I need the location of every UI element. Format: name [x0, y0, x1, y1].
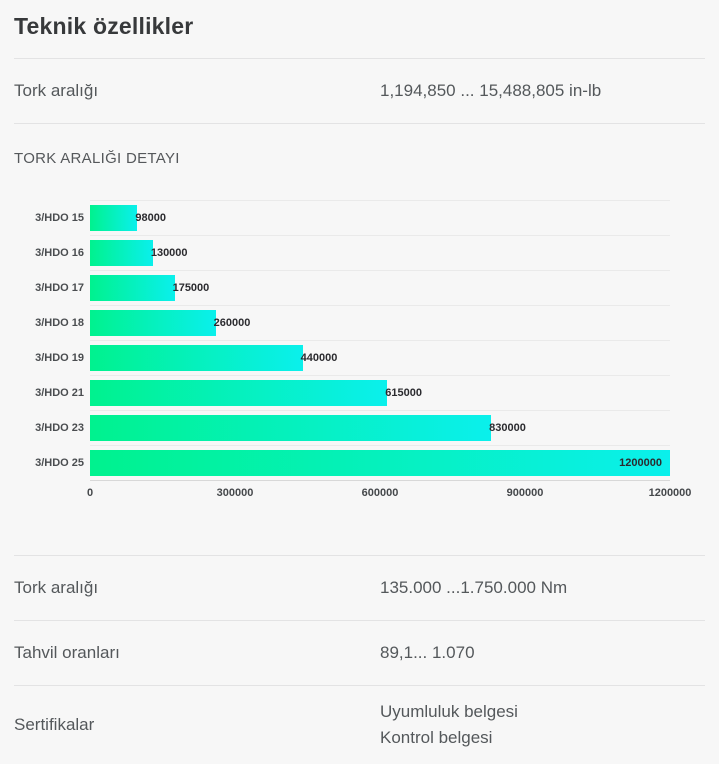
spec-row-torque-nm: Tork aralığı 135.000 ...1.750.000 Nm: [0, 556, 719, 620]
spec-row-ratios: Tahvil oranları 89,1... 1.070: [0, 621, 719, 685]
spec-value-line: Uyumluluk belgesi: [380, 702, 518, 721]
category-label: 3/HDO 18: [35, 317, 84, 329]
spec-label: Tork aralığı: [14, 578, 99, 597]
spec-label: Tahvil oranları: [14, 643, 120, 662]
x-axis-tick-label: 900000: [506, 487, 544, 499]
bar-value-label: 830000: [489, 422, 526, 434]
spec-value-line: Kontrol belgesi: [380, 728, 493, 747]
section-title: TORK ARALIĞI DETAYI: [14, 150, 180, 167]
category-label: 3/HDO 23: [35, 422, 84, 434]
chart-plot: 3/HDO 15 98000 3/HDO 16 130000 3/HDO 17 17500…: [35, 200, 670, 481]
category-label: 3/HDO 21: [35, 387, 84, 399]
chart-row: 3/HDO 21 615000: [35, 375, 670, 410]
category-label: 3/HDO 15: [35, 212, 84, 224]
divider: [14, 123, 705, 124]
chart-row: 3/HDO 25 1200000: [35, 445, 670, 480]
x-axis-tick-label: 300000: [216, 487, 254, 499]
bar-value-label: 130000: [150, 247, 188, 259]
page-title: Teknik özellikler: [14, 13, 194, 39]
category-label: 3/HDO 25: [35, 457, 84, 469]
spec-value-multiline: Uyumluluk belgesi Kontrol belgesi: [380, 699, 518, 751]
spec-label: Sertifikalar: [14, 715, 95, 734]
bar-value-label: 260000: [213, 317, 251, 329]
x-axis-tick-label: 0: [86, 487, 94, 499]
divider: [14, 685, 705, 686]
chart-row: 3/HDO 23 830000: [35, 410, 670, 445]
chart-row: 3/HDO 15 98000: [35, 200, 670, 235]
bar: 130000: [90, 240, 188, 266]
chart-row: 3/HDO 19 440000: [35, 340, 670, 375]
spacer: [0, 507, 719, 555]
spec-row-certificates: Sertifikalar Uyumluluk belgesi Kontrol b…: [0, 686, 719, 764]
bar-value-label: 615000: [385, 387, 422, 399]
spec-value: 89,1... 1.070: [380, 643, 475, 662]
divider: [14, 58, 705, 59]
bar-value-label: 98000: [135, 212, 166, 224]
divider: [14, 620, 705, 621]
page-header: Teknik özellikler: [0, 0, 719, 58]
section-header: TORK ARALIĞI DETAYI: [0, 124, 719, 168]
chart-row: 3/HDO 18 260000: [35, 305, 670, 340]
bar: 1200000: [90, 450, 670, 476]
spec-label: Tork aralığı: [14, 81, 99, 100]
category-label: 3/HDO 17: [35, 282, 84, 294]
spec-value: 135.000 ...1.750.000 Nm: [380, 578, 568, 597]
chart-row: 3/HDO 17 175000: [35, 270, 670, 305]
bar: 830000: [90, 415, 526, 441]
bar-value-label: 1200000: [619, 457, 662, 469]
torque-detail-chart: 3/HDO 15 98000 3/HDO 16 130000 3/HDO 17 17500…: [0, 200, 719, 507]
bar-value-label: 175000: [172, 282, 210, 294]
spec-row-torque-inlb: Tork aralığı 1,194,850 ... 15,488,805 in…: [0, 59, 719, 123]
category-label: 3/HDO 16: [35, 247, 84, 259]
bar: 260000: [90, 310, 250, 336]
bar: 440000: [90, 345, 337, 371]
bar: 615000: [90, 380, 422, 406]
category-label: 3/HDO 19: [35, 352, 84, 364]
bar: 175000: [90, 275, 209, 301]
chart-x-axis: 0 300000 600000 900000 1200000: [86, 481, 691, 507]
x-axis-tick-label: 600000: [361, 487, 399, 499]
bar-value-label: 440000: [300, 352, 338, 364]
chart-row: 3/HDO 16 130000: [35, 235, 670, 270]
divider: [14, 555, 705, 556]
x-axis-tick-label: 1200000: [648, 487, 692, 499]
spec-value: 1,194,850 ... 15,488,805 in-lb: [380, 81, 602, 100]
bar: 98000: [90, 205, 166, 231]
